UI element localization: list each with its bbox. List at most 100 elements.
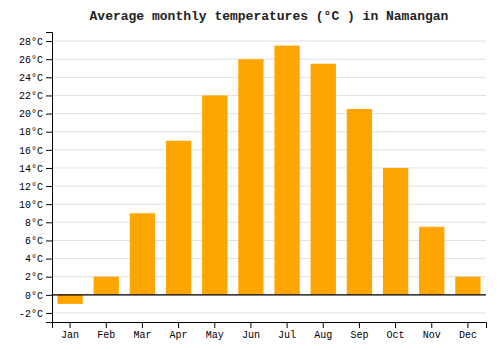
y-tick: 22°C bbox=[19, 91, 52, 102]
y-tick-label: -2°C bbox=[19, 309, 43, 320]
y-tick: 12°C bbox=[19, 182, 52, 193]
x-tick-label: Sep bbox=[350, 330, 368, 341]
x-tick-mark bbox=[214, 322, 215, 328]
y-tick: 16°C bbox=[19, 146, 52, 157]
x-tick: Jul bbox=[278, 322, 296, 341]
bar bbox=[274, 46, 299, 295]
x-tick-mark bbox=[431, 322, 432, 328]
y-tick-label: 0°C bbox=[25, 291, 43, 302]
y-tick: 14°C bbox=[19, 164, 52, 175]
y-tick-label: 4°C bbox=[25, 254, 43, 265]
y-tick-mark bbox=[46, 132, 52, 133]
x-tick-label: Dec bbox=[459, 330, 477, 341]
x-tick-mark bbox=[142, 322, 143, 328]
bar bbox=[419, 227, 444, 295]
y-tick-label: 28°C bbox=[19, 37, 43, 48]
y-tick-label: 6°C bbox=[25, 236, 43, 247]
y-tick-label: 22°C bbox=[19, 91, 43, 102]
y-tick-label: 2°C bbox=[25, 272, 43, 283]
x-tick-mark bbox=[467, 322, 468, 328]
y-tick: 26°C bbox=[19, 55, 52, 66]
x-tick: Aug bbox=[314, 322, 332, 341]
grid bbox=[52, 41, 486, 313]
y-tick: 8°C bbox=[25, 218, 52, 229]
x-tick-mark bbox=[178, 322, 179, 328]
y-tick-label: 14°C bbox=[19, 164, 43, 175]
x-axis: Jan Feb Mar Apr May Jun Jul Aug Sep Oct Nov Dec bbox=[53, 322, 487, 341]
y-tick-label: 18°C bbox=[19, 127, 43, 138]
x-tick-label: Jun bbox=[242, 330, 260, 341]
grid-line bbox=[52, 167, 486, 168]
x-tick-mark bbox=[323, 322, 324, 328]
bar bbox=[57, 295, 82, 304]
bar bbox=[383, 168, 408, 295]
y-axis-line bbox=[46, 33, 53, 323]
y-tick-mark bbox=[46, 59, 52, 60]
grid-line bbox=[52, 113, 486, 114]
x-tick-label: Jul bbox=[278, 330, 296, 341]
x-tick-label: Jan bbox=[61, 330, 79, 341]
y-tick-label: 12°C bbox=[19, 182, 43, 193]
x-tick: Sep bbox=[350, 322, 368, 341]
y-tick-mark bbox=[46, 222, 52, 223]
grid-line bbox=[52, 131, 486, 132]
x-tick-label: Mar bbox=[133, 330, 151, 341]
bars bbox=[57, 46, 480, 304]
y-tick-mark bbox=[46, 150, 52, 151]
bar bbox=[166, 141, 191, 295]
y-tick-mark bbox=[46, 77, 52, 78]
x-tick-label: May bbox=[206, 330, 224, 341]
y-tick-mark bbox=[46, 204, 52, 205]
y-tick-mark bbox=[46, 240, 52, 241]
y-tick: 18°C bbox=[19, 127, 52, 138]
bar bbox=[202, 95, 227, 294]
x-tick: Apr bbox=[170, 322, 188, 341]
grid-line bbox=[52, 186, 486, 187]
x-tick-label: Aug bbox=[314, 330, 332, 341]
plot: -2°C0°C2°C4°C6°C8°C10°C12°C14°C16°C18°C2… bbox=[19, 33, 487, 342]
x-tick-label: Apr bbox=[170, 330, 188, 341]
grid-line bbox=[52, 95, 486, 96]
y-axis: -2°C0°C2°C4°C6°C8°C10°C12°C14°C16°C18°C2… bbox=[19, 33, 53, 323]
bar bbox=[455, 277, 480, 295]
x-tick: Feb bbox=[97, 322, 115, 341]
x-tick: May bbox=[206, 322, 224, 341]
x-tick: Mar bbox=[133, 322, 151, 341]
x-tick: Oct bbox=[387, 322, 405, 341]
grid-line bbox=[52, 204, 486, 205]
y-tick: 6°C bbox=[25, 236, 52, 247]
y-tick: -2°C bbox=[19, 309, 52, 320]
y-tick-mark bbox=[46, 114, 52, 115]
y-tick-label: 24°C bbox=[19, 73, 43, 84]
y-tick-mark bbox=[46, 277, 52, 278]
x-tick: Jan bbox=[61, 322, 79, 341]
y-tick-mark bbox=[46, 95, 52, 96]
x-tick-mark bbox=[359, 322, 360, 328]
y-tick: 20°C bbox=[19, 109, 52, 120]
x-tick-mark bbox=[106, 322, 107, 328]
x-tick-mark bbox=[395, 322, 396, 328]
grid-line bbox=[52, 312, 486, 313]
y-tick-label: 16°C bbox=[19, 146, 43, 157]
x-tick-mark bbox=[70, 322, 71, 328]
y-tick-label: 20°C bbox=[19, 109, 43, 120]
bar bbox=[130, 213, 155, 295]
y-tick: 0°C bbox=[25, 291, 52, 302]
y-tick-mark bbox=[46, 259, 52, 260]
x-tick-label: Feb bbox=[97, 330, 115, 341]
bar bbox=[347, 109, 372, 295]
y-tick: 2°C bbox=[25, 272, 52, 283]
x-tick: Nov bbox=[423, 322, 441, 341]
bar bbox=[311, 64, 336, 295]
grid-line bbox=[52, 77, 486, 78]
y-tick-mark bbox=[46, 168, 52, 169]
title: Average monthly temperatures (°C ) in Na… bbox=[90, 9, 449, 24]
grid-line bbox=[52, 59, 486, 60]
x-tick: Jun bbox=[242, 322, 260, 341]
chart: -2°C0°C2°C4°C6°C8°C10°C12°C14°C16°C18°C2… bbox=[0, 0, 500, 350]
grid-line bbox=[52, 149, 486, 150]
x-tick-mark bbox=[250, 322, 251, 328]
y-tick-mark bbox=[46, 313, 52, 314]
y-tick-mark bbox=[46, 186, 52, 187]
y-tick-mark bbox=[46, 295, 52, 296]
